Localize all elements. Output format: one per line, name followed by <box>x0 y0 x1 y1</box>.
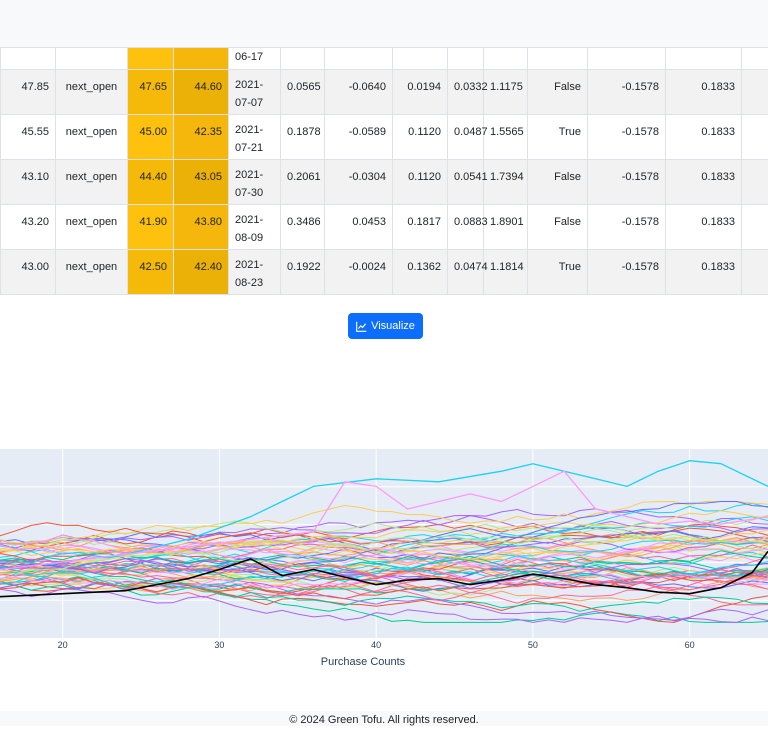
method-cell: next_open <box>56 160 128 205</box>
metric-cell: 0.1120 <box>393 160 448 205</box>
method-cell: next_open <box>56 205 128 250</box>
metric-cell: 0.0883 <box>448 205 484 250</box>
footer: © 2024 Green Tofu. All rights reserved. <box>0 711 768 726</box>
metric-cell: 0.0194 <box>393 70 448 115</box>
price-cell: 43.20 <box>1 205 56 250</box>
date-cell: 2021-08-23 <box>229 250 281 295</box>
value-cell: 45.00 <box>128 115 174 160</box>
metric-cell: -0.0304 <box>325 160 393 205</box>
metric-cell: -0.0024 <box>325 250 393 295</box>
x-tick-label: 30 <box>214 640 224 650</box>
value-cell: 43.05 <box>174 160 229 205</box>
metric-cell: 0.1362 <box>393 250 448 295</box>
value-cell: 44.40 <box>128 160 174 205</box>
metric-cell: 1.1814 <box>484 250 528 295</box>
visualize-button-label: Visualize <box>371 320 415 332</box>
price-cell: 47.85 <box>1 70 56 115</box>
flag-cell: True <box>528 250 588 295</box>
footer-text: © 2024 Green Tofu. All rights reserved. <box>289 714 479 726</box>
x-tick-label: 20 <box>58 640 68 650</box>
metric-cell: 0.0453 <box>325 205 393 250</box>
x-tick-label: 40 <box>371 640 381 650</box>
metric-cell: 0.0332 <box>448 70 484 115</box>
x-tick-label: 50 <box>528 640 538 650</box>
line-chart-icon <box>356 321 367 332</box>
flag-cell: False <box>528 160 588 205</box>
price-cell: 45.55 <box>1 115 56 160</box>
value-cell: 47.65 <box>128 70 174 115</box>
metric-cell: 0.1833 <box>666 250 742 295</box>
metric-cell: 0.1833 <box>666 70 742 115</box>
top-bar <box>0 0 768 47</box>
metric-cell: -0.1578 <box>588 115 666 160</box>
metric-cell: -0.0640 <box>325 70 393 115</box>
metric-cell: -0.1578 <box>588 205 666 250</box>
metric-cell: 0.1120 <box>393 115 448 160</box>
date-cell: 2021-07-21 <box>229 115 281 160</box>
visualize-button[interactable]: Visualize <box>348 313 423 339</box>
metric-cell: 0.0474 <box>448 250 484 295</box>
method-cell: next_open <box>56 115 128 160</box>
value-cell: 42.50 <box>128 250 174 295</box>
metric-cell: 0.1833 <box>666 115 742 160</box>
metric-cell: 1.7394 <box>484 160 528 205</box>
date-cell: 2021-07-30 <box>229 160 281 205</box>
metric-cell: 0.0487 <box>448 115 484 160</box>
metric-cell: 1.1175 <box>484 70 528 115</box>
method-cell: next_open <box>56 70 128 115</box>
simulation-line-chart: 20 30 40 50 60 Purchase Counts <box>0 449 768 679</box>
flag-cell: False <box>528 205 588 250</box>
metric-cell: 0.1922 <box>281 250 325 295</box>
empty-cell <box>742 115 768 160</box>
metric-cell: 1.5565 <box>484 115 528 160</box>
date-cell: 2021-07-07 <box>229 70 281 115</box>
value-cell: 43.80 <box>174 205 229 250</box>
price-cell: 43.10 <box>1 160 56 205</box>
flag-cell: False <box>528 70 588 115</box>
x-tick-label: 60 <box>685 640 695 650</box>
metric-cell: 0.1833 <box>666 160 742 205</box>
metric-cell: -0.1578 <box>588 70 666 115</box>
empty-cell <box>742 250 768 295</box>
metric-cell: 0.0565 <box>281 70 325 115</box>
metric-cell: -0.1578 <box>588 160 666 205</box>
flag-cell: True <box>528 115 588 160</box>
price-cell: 43.00 <box>1 250 56 295</box>
metric-cell: 0.1833 <box>666 205 742 250</box>
x-axis-label: Purchase Counts <box>321 656 406 668</box>
value-cell: 44.60 <box>174 70 229 115</box>
metric-cell: -0.0589 <box>325 115 393 160</box>
metric-cell: 1.8901 <box>484 205 528 250</box>
empty-cell <box>742 205 768 250</box>
method-cell: next_open <box>56 250 128 295</box>
metric-cell: 0.1817 <box>393 205 448 250</box>
metric-cell: 0.3486 <box>281 205 325 250</box>
date-cell: 06-17 <box>229 48 281 70</box>
empty-cell <box>742 160 768 205</box>
value-cell: 42.40 <box>174 250 229 295</box>
metric-cell: -0.1578 <box>588 250 666 295</box>
date-cell: 2021-08-09 <box>229 205 281 250</box>
empty-cell <box>742 70 768 115</box>
metric-cell: 0.0541 <box>448 160 484 205</box>
value-cell: 42.35 <box>174 115 229 160</box>
table-row: 06-17 <box>1 48 768 70</box>
metric-cell: 0.2061 <box>281 160 325 205</box>
value-cell: 41.90 <box>128 205 174 250</box>
metric-cell: 0.1878 <box>281 115 325 160</box>
